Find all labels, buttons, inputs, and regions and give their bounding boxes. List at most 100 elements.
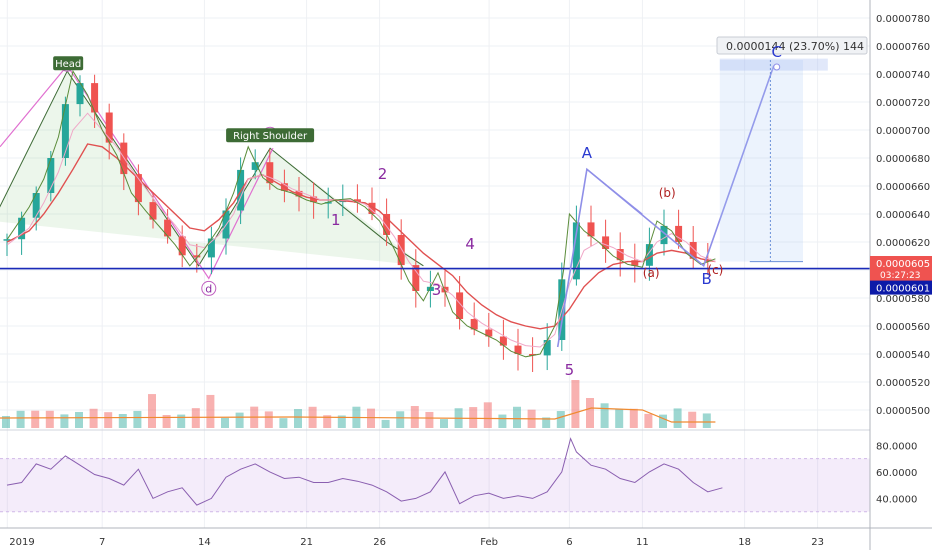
head-label: Head (55, 59, 81, 70)
candle-body (426, 286, 434, 291)
head-label-box (53, 56, 84, 71)
measure-label-box (716, 36, 868, 55)
shoulder-label-box (226, 128, 315, 143)
candle-body (91, 83, 99, 113)
candle-body (602, 236, 610, 249)
candle-body (587, 222, 595, 237)
volume-ma-line (0, 407, 716, 423)
d-label: d (205, 282, 212, 295)
wave-label-C: C (771, 43, 781, 61)
wave-label-2: 2 (378, 165, 388, 183)
candle-body (470, 319, 478, 330)
candle-body (529, 354, 537, 356)
candle-body (178, 236, 186, 256)
price-tick: 0.0000780 (876, 14, 930, 25)
volume-bar (162, 415, 171, 428)
price-tick: 0.0000540 (876, 350, 930, 361)
sub-wave-label: (b) (659, 186, 676, 200)
moving-averages (6, 69, 716, 358)
time-tick: Feb (480, 537, 498, 548)
measure-box (719, 60, 803, 262)
rsi-tick: 80.0000 (876, 441, 917, 452)
volume-bar (498, 414, 507, 428)
volume-bar (367, 408, 375, 428)
candle-body (266, 162, 274, 184)
ma-line-1 (6, 143, 716, 330)
d-marker (201, 280, 217, 296)
time-tick: 21 (300, 537, 313, 548)
volume-bar (556, 411, 565, 428)
price-tick: 0.0000580 (876, 294, 930, 305)
volume-bar (615, 408, 624, 428)
wave-labels: Head Right Shoulder d 1 2 3 4 5 A B C (a) (b) (c) (53, 43, 782, 379)
volume-bar (469, 407, 478, 428)
candle-body (76, 83, 84, 105)
candle-body (105, 112, 113, 143)
rsi-tick: 60.0000 (876, 468, 917, 479)
volume-bar (118, 414, 127, 428)
volume-bar (16, 410, 25, 428)
volume-bar (337, 415, 346, 428)
price-tick: 0.0000500 (876, 406, 930, 417)
measure-label: 0.0000144 (23.70%) 144 (726, 40, 864, 53)
price-tick: 0.0000640 (876, 210, 930, 221)
price-tick: 0.0000740 (876, 70, 930, 81)
volume-bar (688, 411, 697, 428)
candle-body (134, 174, 142, 203)
volume-bar (659, 414, 667, 428)
candle-body (543, 340, 551, 356)
chart-grid (0, 0, 870, 528)
volume-bar (177, 414, 186, 428)
volume-bar (45, 410, 54, 428)
candle-body (412, 265, 420, 291)
candle-body (572, 222, 580, 280)
price-tick: 0.0000520 (876, 378, 930, 389)
candle-body (660, 225, 668, 245)
price-tick: 0.0000620 (876, 238, 930, 249)
sub-wave-label: (a) (643, 266, 660, 280)
candle-body (397, 235, 405, 266)
line-price: 0.0000601 (876, 284, 930, 295)
candle-body (310, 196, 318, 203)
candle-body (689, 242, 697, 259)
candle-body (631, 260, 639, 266)
volume-bar (75, 411, 83, 428)
volume-bar (206, 394, 215, 428)
volume-bar (2, 416, 10, 428)
volume-bar (133, 410, 142, 428)
time-tick: 2019 (9, 537, 34, 548)
rsi-panel (0, 429, 870, 513)
volume-bar (104, 412, 113, 428)
wave-drawings: 0.0000144 (23.70%) 144 (0, 36, 870, 348)
shoulder-label: Right Shoulder (233, 131, 308, 142)
price-tick: 0.0000700 (876, 126, 930, 137)
volume-bar (440, 419, 448, 428)
candle-body (3, 239, 11, 241)
wave-label-B: B (701, 270, 711, 288)
volume-bar (425, 411, 434, 428)
time-tick: 18 (738, 537, 751, 548)
volume-bar (60, 414, 69, 428)
ma-line-0 (6, 69, 716, 358)
price-tick: 0.0000720 (876, 98, 930, 109)
wave-label-4: 4 (465, 235, 475, 253)
volume-bar (586, 398, 594, 428)
volume-bar (279, 418, 288, 428)
abc-wave-line (556, 65, 775, 348)
candle-body (485, 329, 493, 337)
volume-bar (323, 415, 332, 428)
volume-bar (571, 380, 580, 428)
price-tick: 0.0000680 (876, 154, 930, 165)
volume-bar (221, 417, 229, 428)
volume-bar (31, 410, 40, 428)
volume-bar (264, 411, 273, 428)
candle-body (499, 336, 507, 346)
volume-bar (483, 402, 492, 428)
volume-bar (600, 403, 609, 428)
rsi-tick: 40.0000 (876, 494, 917, 505)
volume-bar (235, 412, 244, 428)
volume-bars (0, 380, 716, 428)
volume-bar (629, 408, 638, 428)
